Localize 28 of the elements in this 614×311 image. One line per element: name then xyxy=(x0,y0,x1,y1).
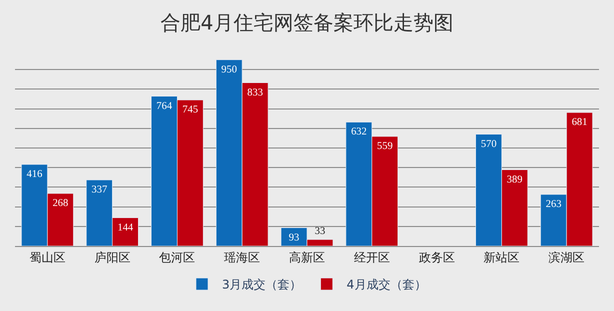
chart-title: 合肥4月住宅网签备案环比走势图 xyxy=(160,10,454,35)
data-label: 416 xyxy=(26,169,42,180)
x-tick-label: 政务区 xyxy=(418,250,455,264)
data-label: 337 xyxy=(92,184,108,196)
data-label: 144 xyxy=(117,222,134,234)
data-label: 745 xyxy=(182,104,198,116)
data-label: 764 xyxy=(156,100,173,112)
data-label: 632 xyxy=(351,126,367,138)
data-label: 33 xyxy=(314,226,326,237)
legend-label: 4月成交（套） xyxy=(346,278,426,292)
data-label: 559 xyxy=(377,141,393,152)
data-label: 263 xyxy=(546,199,562,210)
x-tick-label: 新站区 xyxy=(484,250,520,264)
data-label: 833 xyxy=(247,87,263,98)
x-tick-label: 包河区 xyxy=(159,250,196,264)
x-tick-label: 滨湖区 xyxy=(548,250,585,264)
data-label: 389 xyxy=(506,174,522,186)
x-tick-label: 高新区 xyxy=(289,250,325,264)
x-tick-label: 经开区 xyxy=(354,250,390,264)
x-tick-label: 瑶海区 xyxy=(224,250,260,264)
data-label: 681 xyxy=(572,117,588,128)
data-label: 570 xyxy=(480,138,497,150)
legend-label: 3月成交（套） xyxy=(222,278,302,292)
data-label: 950 xyxy=(221,64,237,76)
x-tick-label: 蜀山区 xyxy=(29,250,66,264)
data-label: 268 xyxy=(52,198,68,210)
x-tick-label: 庐阳区 xyxy=(94,250,130,264)
data-label: 93 xyxy=(288,232,300,244)
